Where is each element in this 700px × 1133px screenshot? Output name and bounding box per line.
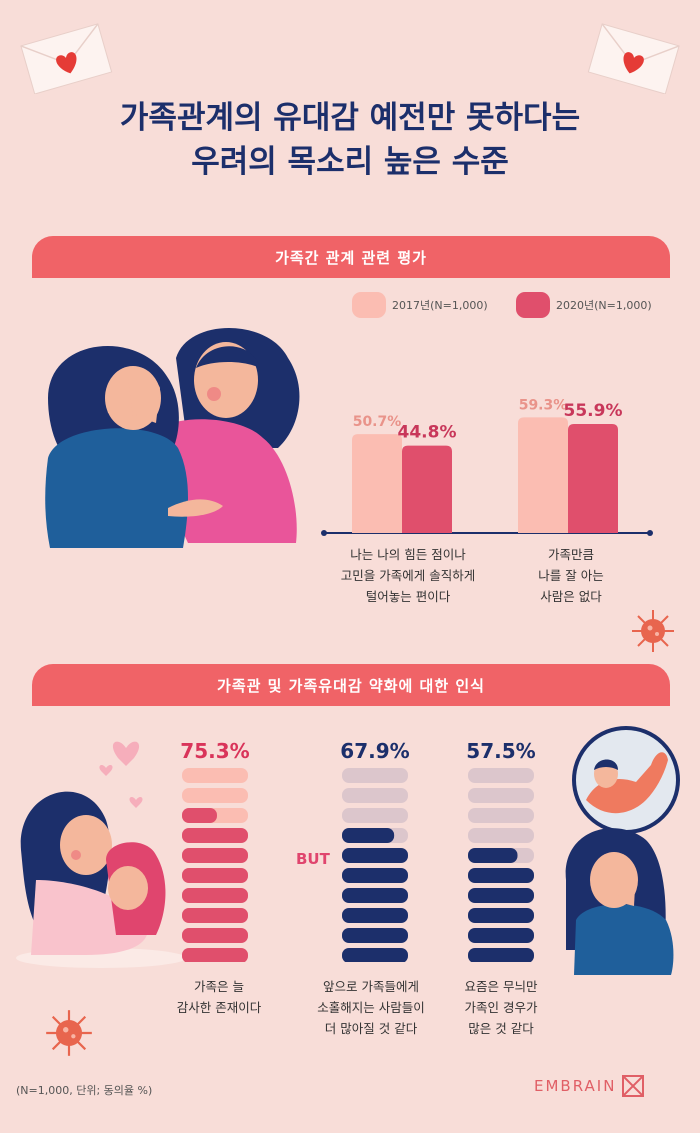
chart2-pill-1-0 [342, 768, 408, 783]
legend-label-2020: 2020년(N=1,000) [556, 299, 652, 312]
chart1-category-0-line-1: 고민을 가족에게 솔직하게 [340, 568, 476, 583]
legend-swatch-2017 [352, 292, 386, 318]
chart1-category-1-line-2: 사람은 없다 [540, 589, 602, 604]
chart2-pill-fill-0-7 [182, 908, 248, 923]
chart1-category-1-line-1: 나를 잘 아는 [538, 568, 604, 583]
chart2-category-1-line-2: 더 많아질 것 같다 [324, 1021, 418, 1036]
chart1-value-label-1-1: 55.9% [564, 401, 623, 421]
chart2-pill-2-3 [468, 828, 534, 843]
mother-child-illustration [16, 741, 186, 968]
chart2-category-1-line-1: 소홀해지는 사람들이 [317, 1000, 425, 1015]
virus-icon-1 [632, 610, 674, 652]
chart1-category-0-line-2: 털어놓는 편이다 [365, 589, 451, 604]
virus-icon-2 [46, 1010, 92, 1056]
envelope-right-icon [587, 23, 680, 94]
chart1-category-0: 나는 나의 힘든 점이나 고민을 가족에게 솔직하게 털어놓는 편이다 [328, 544, 488, 607]
chart2-pill-fill-0-9 [182, 948, 248, 962]
chart2-pill-fill-2-9 [468, 948, 534, 962]
chart2-pill-fill-0-4 [182, 848, 248, 863]
chart1-category-1: 가족만큼 나를 잘 아는 사람은 없다 [506, 544, 636, 607]
chart2-pill-0-1 [182, 788, 248, 803]
chart2-pill-fill-1-6 [342, 888, 408, 903]
chart2-value-label-2: 57.5% [466, 739, 535, 763]
chart2-pill-fill-2-6 [468, 888, 534, 903]
chart2-pill-fill-0-5 [182, 868, 248, 883]
two-women-illustration [45, 328, 300, 548]
chart2-pill-fill-0-8 [182, 928, 248, 943]
chart1-value-label-0-0: 50.7% [353, 414, 402, 430]
chart2-category-0-line-1: 감사한 존재이다 [176, 1000, 262, 1015]
chart2-pill-1-2 [342, 808, 408, 823]
chart2-pill-fill-0-3 [182, 828, 248, 843]
chart2-category-0: 가족은 늘 감사한 존재이다 [144, 976, 294, 1018]
chart1-category-1-line-0: 가족만큼 [547, 547, 594, 562]
chart2-pill-fill-2-5 [468, 868, 534, 883]
chart2-pill-fill-1-4 [342, 848, 408, 863]
woman-despair-illustration [565, 726, 680, 975]
chart2-pill-fill-1-9 [342, 948, 408, 962]
chart2-value-label-1: 67.9% [340, 739, 409, 763]
section2-heading: 가족관 및 가족유대감 약화에 대한 인식 [32, 664, 670, 706]
chart1-axis-start-dot [321, 530, 327, 536]
chart2-pill-fill-0-2 [182, 808, 217, 823]
chart2-category-0-line-0: 가족은 늘 [194, 979, 244, 994]
chart2-pill-fill-1-3 [342, 828, 395, 843]
legend-2020: 2020년(N=1,000) [516, 292, 652, 318]
chart1-bar-0-1 [402, 445, 452, 533]
chart2-pill-fill-2-7 [468, 908, 534, 923]
legend-2017: 2017년(N=1,000) [352, 292, 488, 318]
chart1-category-0-line-0: 나는 나의 힘든 점이나 [350, 547, 466, 562]
chart1-value-label-1-0: 59.3% [519, 397, 568, 413]
chart2-pill-0-0 [182, 768, 248, 783]
legend-label-2017: 2017년(N=1,000) [392, 299, 488, 312]
section1-heading: 가족간 관계 관련 평가 [32, 236, 670, 278]
chart1-bar-0-0 [352, 434, 402, 533]
chart2-pill-2-2 [468, 808, 534, 823]
chart2-value-label-0: 75.3% [180, 739, 249, 763]
chart2-pill-fill-1-5 [342, 868, 408, 883]
chart2-pill-fill-1-8 [342, 928, 408, 943]
chart2-pill-fill-2-4 [468, 848, 518, 863]
chart1-bar-1-0 [518, 417, 568, 533]
brand-logo: EMBRAIN [534, 1075, 645, 1097]
but-label: BUT [296, 850, 330, 868]
chart1-value-label-0-1: 44.8% [398, 423, 457, 443]
chart2-pill-2-1 [468, 788, 534, 803]
chart1: 50.7%44.8% 59.3%55.9% [321, 397, 653, 536]
brand-logo-text: EMBRAIN [534, 1077, 617, 1095]
chart2-category-2-line-2: 많은 것 같다 [468, 1021, 534, 1036]
chart2-pill-fill-0-6 [182, 888, 248, 903]
chart2-pill-fill-1-7 [342, 908, 408, 923]
chart1-bar-1-1 [568, 423, 618, 533]
chart2-category-1: 앞으로 가족들에게 소홀해지는 사람들이 더 많아질 것 같다 [296, 976, 446, 1039]
brand-mark-icon [622, 1075, 645, 1097]
chart2-category-1-line-0: 앞으로 가족들에게 [323, 979, 419, 994]
chart2-category-2-line-0: 요즘은 무늬만 [464, 979, 538, 994]
chart2-category-2-line-1: 가족인 경우가 [464, 1000, 538, 1015]
chart2: 75.3% 67.9% 57.5% [180, 739, 536, 962]
chart2-pill-2-0 [468, 768, 534, 783]
chart1-axis-end-dot [647, 530, 653, 536]
page-title-line1: 가족관계의 유대감 예전만 못하다는 [119, 100, 581, 136]
footnote: (N=1,000, 단위; 동의율 %) [16, 1084, 153, 1097]
page-title-line2: 우려의 목소리 높은 수준 [191, 144, 509, 180]
chart2-pill-fill-2-8 [468, 928, 534, 943]
envelope-left-icon [20, 23, 113, 94]
chart2-pill-1-1 [342, 788, 408, 803]
legend-swatch-2020 [516, 292, 550, 318]
chart2-category-2: 요즘은 무늬만 가족인 경우가 많은 것 같다 [426, 976, 576, 1039]
